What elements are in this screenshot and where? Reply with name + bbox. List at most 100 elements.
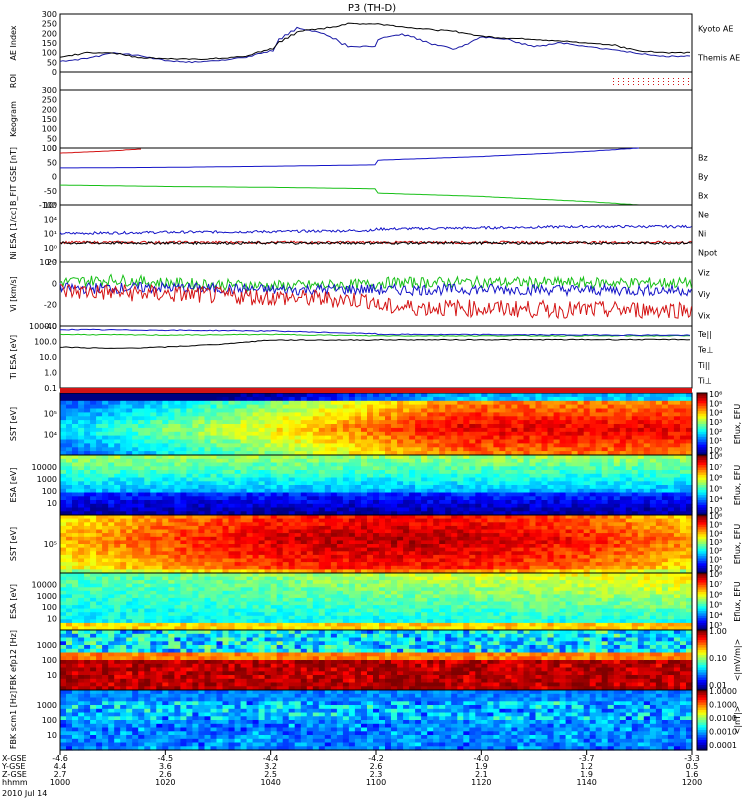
heatmap-cell <box>643 431 651 437</box>
heatmap-cell <box>348 496 356 501</box>
heatmap-cell <box>397 507 404 512</box>
heatmap-cell <box>643 451 651 456</box>
roi-marker <box>658 84 659 85</box>
heatmap-cell <box>150 408 157 413</box>
heatmap-cell <box>120 565 127 570</box>
heatmap-cell <box>451 462 458 467</box>
heatmap-cell <box>186 443 193 448</box>
heatmap-cell <box>258 420 266 425</box>
heatmap-cell <box>228 443 236 448</box>
heatmap-cell <box>385 558 392 563</box>
heatmap-cell <box>361 503 368 509</box>
heatmap-cell <box>168 427 175 433</box>
heatmap-cell <box>373 420 380 425</box>
colorbar-step <box>697 497 707 501</box>
heatmap-cell <box>403 439 410 444</box>
heatmap-cell <box>505 569 512 574</box>
heatmap-cell <box>565 544 573 549</box>
heatmap-cell <box>240 451 248 456</box>
heatmap-cell <box>180 408 187 413</box>
heatmap-cell <box>523 562 531 567</box>
colorbar-tick: 10⁴ <box>709 409 722 418</box>
heatmap-cell <box>571 569 579 574</box>
heatmap-cell <box>168 455 175 460</box>
heatmap-cell <box>96 547 103 552</box>
heatmap-cell <box>457 451 464 456</box>
heatmap-cell <box>577 518 585 523</box>
heatmap-cell <box>475 455 482 460</box>
heatmap-cell <box>306 558 314 563</box>
heatmap-cell <box>379 431 386 437</box>
heatmap-cell <box>469 420 476 425</box>
heatmap-cell <box>288 443 296 448</box>
heatmap-cell <box>288 547 296 552</box>
heatmap-cell <box>78 515 85 520</box>
heatmap-cell <box>565 470 573 475</box>
heatmap-cell <box>433 412 440 417</box>
colorbar-step <box>697 490 707 494</box>
heatmap-cell <box>553 473 561 479</box>
panel-sst1: SST [eV] Eflux, EFU <box>9 392 742 456</box>
heatmap-cell <box>421 458 428 464</box>
heatmap-cell <box>367 525 374 531</box>
heatmap-cell <box>487 492 494 497</box>
heatmap-cell <box>150 424 157 429</box>
heatmap-cell <box>222 431 230 437</box>
heatmap-cell <box>409 404 416 410</box>
heatmap-cell <box>535 554 543 560</box>
heatmap-cell <box>228 536 236 541</box>
series-ThemisAE-line <box>59 22 691 61</box>
heatmap-cell <box>385 404 392 410</box>
heatmap-cell <box>487 540 494 545</box>
heatmap-cell <box>421 435 428 441</box>
heatmap-cell <box>312 529 320 534</box>
heatmap-cell <box>288 536 296 541</box>
heatmap-cell <box>463 404 470 410</box>
heatmap-cell <box>138 551 145 556</box>
heatmap-cell <box>379 544 386 549</box>
heatmap-cell <box>565 477 573 482</box>
heatmap-cell <box>156 551 163 556</box>
heatmap-cell <box>661 439 669 444</box>
roi-marker <box>633 78 634 79</box>
heatmap-cell <box>222 547 230 552</box>
heatmap-cell <box>373 515 380 520</box>
heatmap-cell <box>391 569 398 574</box>
heatmap-cell <box>180 412 187 417</box>
heatmap-cell <box>318 488 326 494</box>
heatmap-cell <box>102 393 109 398</box>
heatmap-cell <box>439 466 446 471</box>
heatmap-cell <box>60 404 67 410</box>
heatmap-cell <box>84 396 91 402</box>
heatmap-cell <box>686 404 693 410</box>
heatmap-cell <box>433 455 440 460</box>
heatmap-cell <box>511 443 518 448</box>
heatmap-cell <box>439 451 446 456</box>
heatmap-cell <box>192 554 199 560</box>
heatmap-cell <box>577 496 585 501</box>
heatmap-cell <box>126 462 133 467</box>
heatmap-cell <box>511 451 518 456</box>
heatmap-cell <box>433 518 440 523</box>
heatmap-cell <box>487 420 494 425</box>
heatmap-cell <box>342 412 350 417</box>
heatmap-cell <box>126 511 133 516</box>
heatmap-cell <box>415 435 422 441</box>
heatmap-cell <box>246 529 254 534</box>
heatmap-cell <box>667 496 675 501</box>
heatmap-cell <box>186 496 193 501</box>
heatmap-cell <box>102 462 109 467</box>
heatmap-cell <box>132 439 139 444</box>
heatmap-cell <box>403 518 410 523</box>
heatmap-cell <box>547 416 555 421</box>
heatmap-cell <box>451 412 458 417</box>
heatmap-cell <box>324 518 332 523</box>
heatmap-cell <box>276 522 284 527</box>
heatmap-cell <box>535 500 543 505</box>
heatmap-cell <box>649 488 657 494</box>
heatmap-cell <box>686 420 693 425</box>
heatmap-cell <box>132 404 139 410</box>
heatmap-cell <box>234 540 242 545</box>
heatmap-cell <box>415 492 422 497</box>
heatmap-cell <box>150 533 157 538</box>
